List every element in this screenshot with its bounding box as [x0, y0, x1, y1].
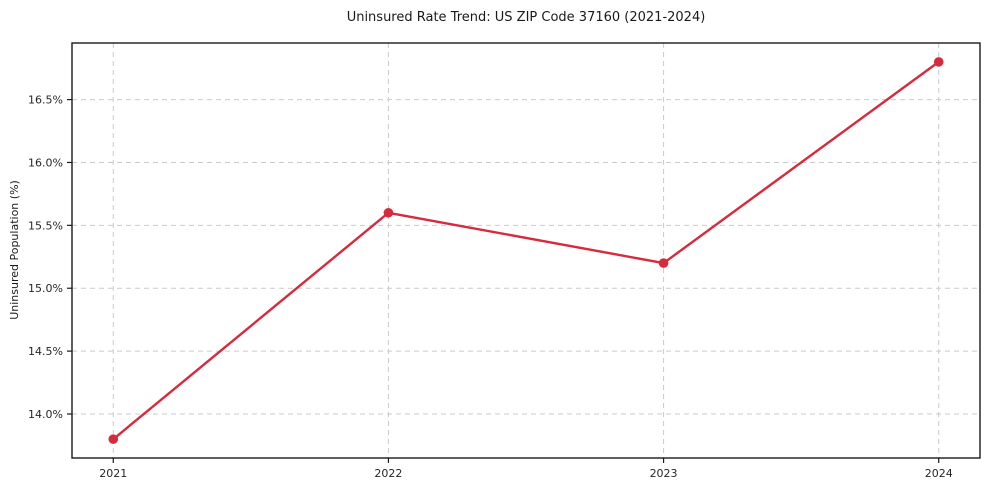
y-axis-title: Uninsured Population (%) — [8, 180, 21, 320]
data-point — [383, 207, 394, 218]
trend-line — [112, 60, 940, 441]
x-tick-label: 2022 — [374, 467, 402, 480]
plot-border — [71, 42, 981, 459]
y-tick-label: 16.0% — [28, 156, 63, 169]
y-tick-label: 14.5% — [28, 345, 63, 358]
data-point — [658, 258, 669, 268]
x-tick-label: 2023 — [650, 467, 678, 480]
data-point — [108, 434, 119, 444]
y-tick-label: 15.5% — [28, 219, 63, 232]
plot-area: 14.0% 14.5% 15.0% 15.5% 16.0% 16.5% 2021 2022 20… — [28, 42, 981, 480]
y-tick-label: 14.0% — [28, 408, 63, 421]
chart-title: Uninsured Rate Trend: US ZIP Code 37160 … — [347, 10, 706, 25]
y-tick-label: 15.0% — [28, 282, 63, 295]
y-tick-label: 16.5% — [28, 94, 63, 107]
x-tick-label: 2021 — [99, 467, 127, 480]
data-point — [933, 57, 944, 67]
x-tick-label: 2024 — [925, 467, 953, 480]
